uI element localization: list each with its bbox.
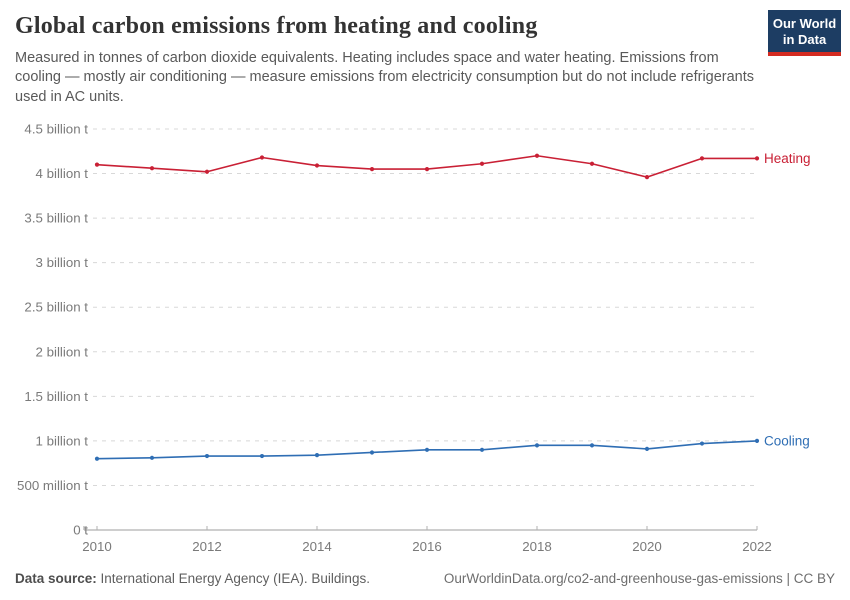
cooling-series[interactable]: Cooling [94, 433, 810, 461]
y-tick-label: 1 billion t [36, 433, 89, 448]
heating-point-2019[interactable] [589, 161, 595, 166]
cooling-point-2010[interactable] [94, 456, 100, 461]
owid-logo-line1: Our World [772, 16, 837, 31]
data-source-value: International Energy Agency (IEA). Build… [100, 571, 370, 586]
chart-header: Global carbon emissions from heating and… [15, 13, 835, 107]
cooling-point-2019[interactable] [589, 443, 595, 448]
attribution-link[interactable]: OurWorldinData.org/co2-and-greenhouse-ga… [443, 571, 835, 586]
y-tick-label: 500 million t [17, 478, 88, 493]
heating-point-2011[interactable] [149, 166, 155, 171]
heating-point-2013[interactable] [259, 155, 265, 160]
cooling-point-2021[interactable] [699, 441, 705, 446]
data-source-label: Data source: [15, 571, 97, 586]
owid-logo-line2: in Data [782, 31, 827, 47]
cooling-point-2015[interactable] [369, 450, 375, 455]
heating-point-2018[interactable] [534, 153, 540, 158]
heating-point-2021[interactable] [699, 156, 705, 161]
x-axis: 2010 2012 2014 2016 2018 2020 2022 [82, 526, 772, 554]
x-tick-label: 2016 [412, 539, 442, 554]
y-tick-label: 2 billion t [36, 344, 89, 359]
heating-point-2017[interactable] [479, 161, 485, 166]
x-tick-label: 2010 [82, 539, 112, 554]
y-tick-label: 3 billion t [36, 255, 89, 270]
heating-point-2022[interactable] [754, 156, 760, 161]
page-title: Global carbon emissions from heating and… [15, 13, 538, 39]
cooling-point-2017[interactable] [479, 447, 485, 452]
y-tick-label: 0 t [73, 523, 88, 538]
x-tick-label: 2018 [522, 539, 552, 554]
cooling-point-2018[interactable] [534, 443, 540, 448]
heating-series-label: Heating [764, 151, 811, 166]
y-tick-label: 4.5 billion t [24, 122, 88, 137]
heating-series[interactable]: Heating [94, 151, 811, 180]
cooling-point-2014[interactable] [314, 453, 320, 458]
x-tick-label: 2014 [302, 539, 332, 554]
heating-point-2020[interactable] [644, 175, 650, 180]
data-source: Data source: International Energy Agency… [15, 571, 370, 586]
x-tick-label: 2022 [742, 539, 772, 554]
x-tick-label: 2012 [192, 539, 222, 554]
chart-footer: Data source: International Energy Agency… [15, 571, 835, 586]
line-chart[interactable]: 0 t 500 million t 1 billion t 1.5 billion t… [0, 112, 850, 562]
y-tick-label: 2.5 billion t [24, 300, 88, 315]
cooling-point-2012[interactable] [204, 453, 210, 459]
heating-point-2010[interactable] [94, 162, 100, 167]
y-tick-label: 4 billion t [36, 166, 89, 181]
heating-point-2015[interactable] [369, 167, 375, 172]
cooling-point-2022[interactable] [754, 438, 760, 443]
heating-point-2014[interactable] [314, 163, 320, 168]
cooling-point-2020[interactable] [644, 446, 650, 452]
cooling-point-2011[interactable] [149, 455, 155, 460]
y-tick-label: 1.5 billion t [24, 389, 88, 404]
x-tick-label: 2020 [632, 539, 662, 554]
heating-point-2012[interactable] [204, 169, 210, 174]
y-grid: 0 t 500 million t 1 billion t 1.5 billion t… [17, 122, 758, 538]
chart-subtitle: Measured in tonnes of carbon dioxide equ… [15, 50, 755, 105]
cooling-point-2013[interactable] [259, 453, 265, 459]
cooling-point-2016[interactable] [424, 447, 430, 452]
owid-logo[interactable]: Our World in Data [768, 10, 841, 57]
cooling-series-label: Cooling [764, 433, 810, 448]
y-tick-label: 3.5 billion t [24, 211, 88, 226]
heating-point-2016[interactable] [424, 167, 430, 172]
